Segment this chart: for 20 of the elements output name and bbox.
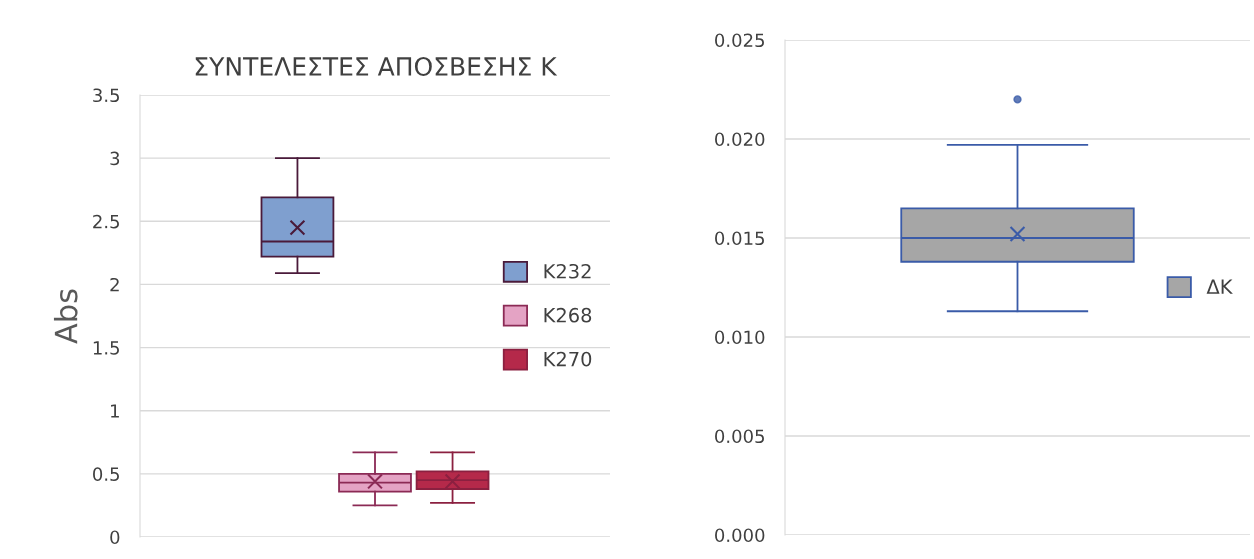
y-tick-label: 2.5 bbox=[93, 214, 119, 229]
y-tick-label: 0.010 bbox=[715, 330, 765, 345]
y-tick-label: 3 bbox=[110, 151, 120, 166]
legend-label: ΔK bbox=[1206, 279, 1233, 294]
y-tick-label: 0.025 bbox=[715, 33, 764, 48]
y-tick-label: 2 bbox=[110, 277, 119, 292]
y-tick-label: 1.5 bbox=[93, 341, 119, 355]
y-tick-label: 0.5 bbox=[93, 467, 119, 481]
y-tick-label: 0.015 bbox=[715, 231, 764, 246]
y-tick-label: 0.020 bbox=[715, 132, 765, 147]
y-tick-label: 0 bbox=[110, 530, 120, 545]
chart-title: ΣΥΝΤΕΛΕΣΤΕΣ ΑΠΟΣΒΕΣΗΣ K bbox=[195, 57, 558, 76]
y-axis-title: Abs bbox=[53, 289, 78, 344]
y-tick-label: 0.000 bbox=[715, 528, 765, 543]
y-tick-label: 3.5 bbox=[93, 88, 119, 103]
y-tick-label: 0.005 bbox=[715, 429, 764, 444]
legend-label: K232 bbox=[544, 263, 591, 279]
y-tick-label: 1 bbox=[111, 404, 119, 418]
legend-label: K268 bbox=[544, 307, 592, 323]
legend-label: K270 bbox=[544, 351, 592, 367]
